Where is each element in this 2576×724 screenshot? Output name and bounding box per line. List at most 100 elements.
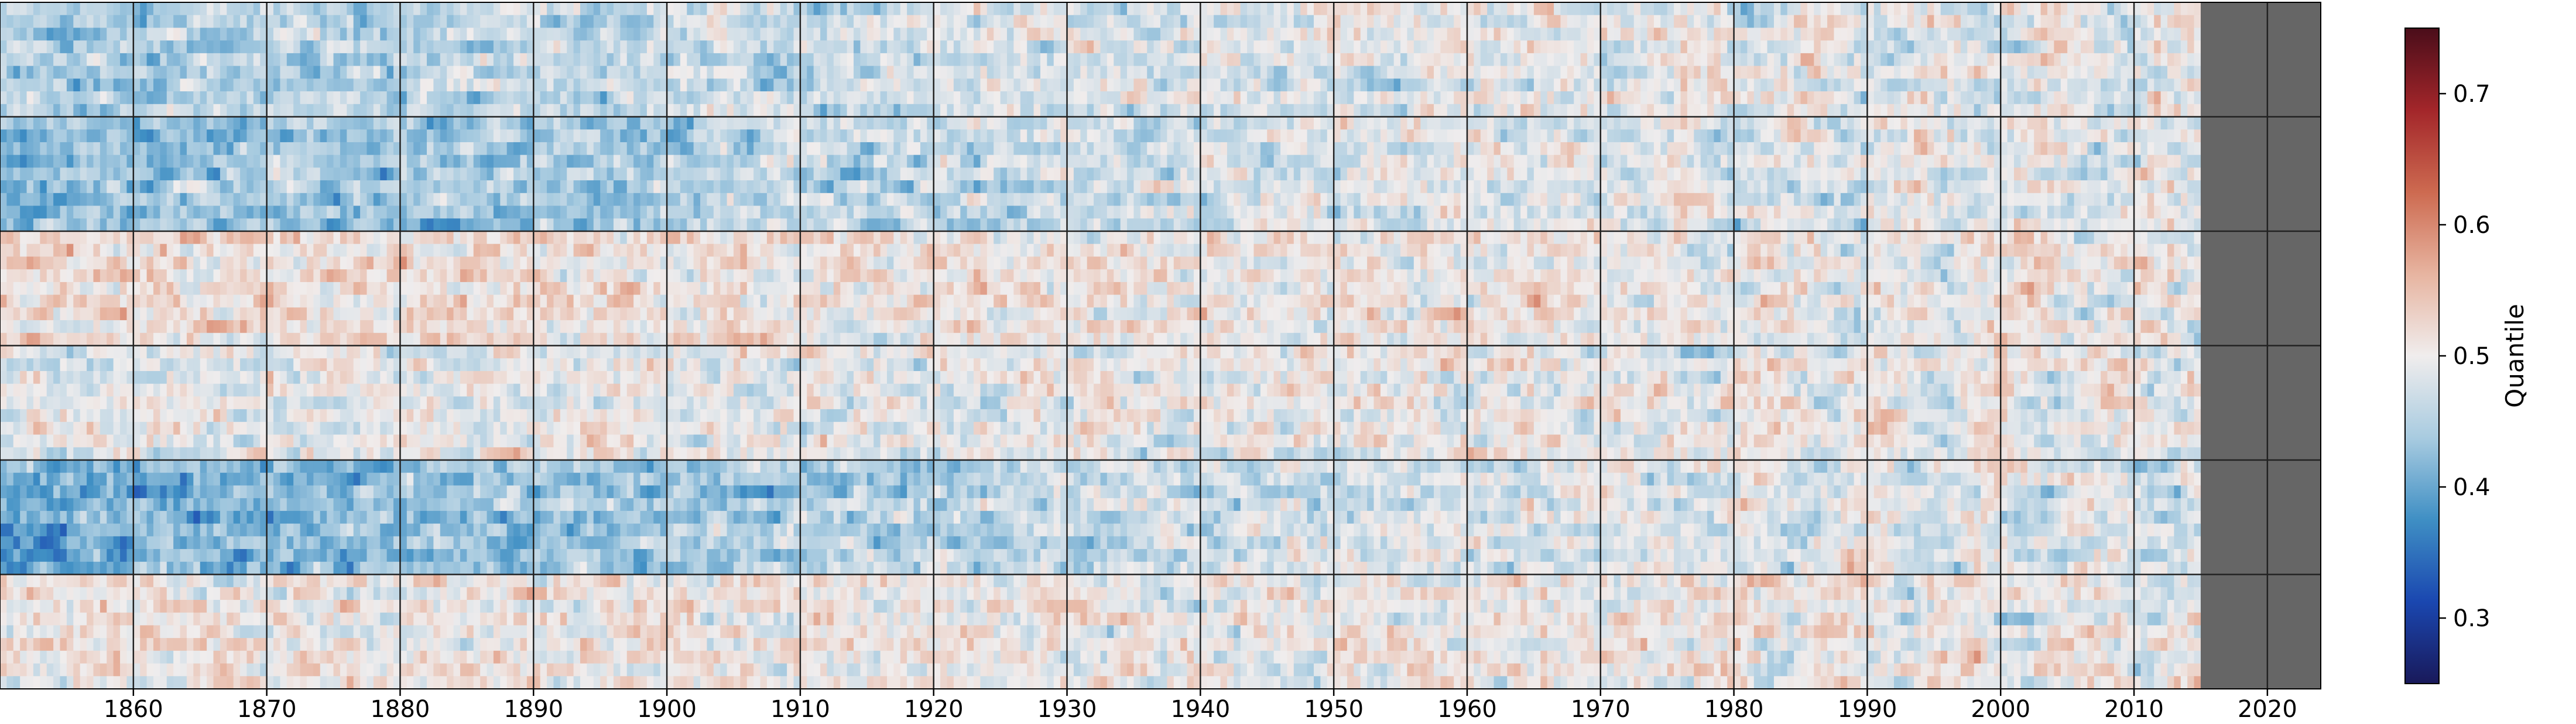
heatmap-cell: [1767, 155, 1775, 168]
heatmap-cell: [1640, 53, 1648, 67]
heatmap-cell: [1147, 155, 1155, 168]
heatmap-cell: [1747, 66, 1755, 79]
heatmap-cell: [246, 28, 254, 41]
heatmap-cell: [400, 28, 407, 41]
heatmap-cell: [353, 91, 361, 105]
heatmap-cell: [186, 167, 194, 181]
heatmap-cell: [1307, 91, 1314, 105]
heatmap-cell: [1840, 167, 1848, 181]
heatmap-cell: [1807, 142, 1814, 156]
heatmap-cell: [793, 129, 801, 143]
heatmap-cell: [1827, 91, 1835, 105]
heatmap-cell: [1200, 180, 1208, 194]
heatmap-cell: [613, 15, 621, 29]
heatmap-cell: [1887, 91, 1895, 105]
heatmap-cell: [1234, 142, 1241, 156]
heatmap-cell: [607, 104, 614, 118]
heatmap-cell: [1053, 40, 1061, 54]
heatmap-cell: [2101, 142, 2108, 156]
heatmap-cell: [1320, 116, 1328, 130]
heatmap-cell: [1861, 167, 1868, 181]
heatmap-cell: [1827, 129, 1835, 143]
heatmap-cell: [33, 66, 40, 79]
heatmap-cell: [1253, 28, 1261, 41]
heatmap-cell: [1027, 116, 1034, 130]
heatmap-cell: [687, 53, 694, 67]
heatmap-cell: [633, 78, 641, 92]
heatmap-cell: [293, 116, 301, 130]
heatmap-cell: [953, 116, 961, 130]
heatmap-cell: [1714, 155, 1721, 168]
heatmap-cell: [80, 53, 87, 67]
heatmap-cell: [333, 53, 341, 67]
heatmap-cell: [1907, 28, 1914, 41]
heatmap-cell: [640, 40, 648, 54]
heatmap-cell: [1207, 53, 1214, 67]
heatmap-cell: [520, 142, 527, 156]
heatmap-cell: [933, 142, 941, 156]
heatmap-cell: [866, 91, 874, 105]
heatmap-cell: [140, 78, 148, 92]
heatmap-cell: [1114, 40, 1121, 54]
heatmap-cell: [200, 193, 207, 207]
heatmap-cell: [1674, 155, 1681, 168]
heatmap-cell: [1287, 78, 1294, 92]
heatmap-cell: [2167, 15, 2174, 29]
heatmap-cell: [613, 40, 621, 54]
heatmap-cell: [1347, 15, 1354, 29]
heatmap-cell: [633, 2, 641, 16]
heatmap-cell: [253, 40, 261, 54]
heatmap-cell: [1140, 129, 1147, 143]
heatmap-cell: [860, 167, 868, 181]
heatmap-cell: [1513, 2, 1521, 16]
heatmap-cell: [693, 155, 701, 168]
heatmap-cell: [1127, 91, 1135, 105]
heatmap-cell: [2160, 91, 2168, 105]
heatmap-cell: [986, 28, 994, 41]
heatmap-cell: [693, 180, 701, 194]
heatmap-cell: [1207, 142, 1214, 156]
heatmap-cell: [2194, 15, 2201, 29]
heatmap-cell: [180, 142, 187, 156]
heatmap-cell: [1627, 116, 1635, 130]
heatmap-cell: [1367, 78, 1375, 92]
heatmap-cell: [793, 78, 801, 92]
heatmap-cell: [1934, 66, 1941, 79]
heatmap-cell: [1727, 28, 1735, 41]
heatmap-cell: [953, 40, 961, 54]
heatmap-cell: [1580, 53, 1588, 67]
heatmap-cell: [180, 78, 187, 92]
heatmap-cell: [166, 129, 174, 143]
heatmap-cell: [467, 167, 474, 181]
heatmap-cell: [2160, 28, 2168, 41]
heatmap-cell: [1533, 2, 1541, 16]
heatmap-cell: [1053, 180, 1061, 194]
heatmap-cell: [580, 2, 587, 16]
heatmap-cell: [253, 193, 261, 207]
heatmap-cell: [593, 116, 601, 130]
heatmap-cell: [1247, 167, 1255, 181]
heatmap-cell: [1967, 28, 1975, 41]
heatmap-cell: [453, 129, 461, 143]
heatmap-cell: [593, 91, 601, 105]
heatmap-cell: [967, 180, 974, 194]
heatmap-cell: [227, 15, 234, 29]
heatmap-cell: [413, 116, 421, 130]
heatmap-cell: [160, 193, 167, 207]
heatmap-cell: [793, 142, 801, 156]
heatmap-cell: [1313, 116, 1321, 130]
heatmap-cell: [26, 142, 34, 156]
heatmap-cell: [447, 2, 454, 16]
heatmap-cell: [893, 104, 901, 118]
heatmap-cell: [1207, 91, 1214, 105]
heatmap-cell: [1773, 142, 1781, 156]
heatmap-cell: [113, 167, 121, 181]
heatmap-cell: [953, 167, 961, 181]
heatmap-cell: [6, 155, 14, 168]
heatmap-cell: [2000, 66, 2008, 79]
heatmap-cell: [200, 40, 207, 54]
heatmap-cell: [306, 53, 314, 67]
heatmap-cell: [1173, 129, 1181, 143]
heatmap-cell: [100, 53, 107, 67]
heatmap-cell: [213, 129, 221, 143]
